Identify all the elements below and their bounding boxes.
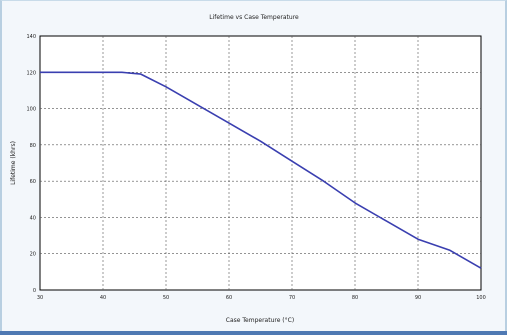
- axis-ticks: 30 40 50 60 70 80 90 100 0 20 40 60 80 100 120 140: [26, 34, 485, 301]
- y-tick-label: 60: [30, 179, 36, 185]
- x-tick-label: 70: [289, 295, 295, 301]
- y-axis-title: Lifetime (khrs): [10, 141, 17, 185]
- y-tick-label: 140: [26, 34, 36, 40]
- y-tick-label: 0: [33, 288, 36, 294]
- series-group: [40, 71, 482, 269]
- y-tick-label: 120: [26, 70, 36, 76]
- x-tick-label: 100: [476, 295, 486, 301]
- y-tick-label: 20: [30, 252, 36, 258]
- x-tick-label: 90: [415, 295, 421, 301]
- x-tick-label: 40: [100, 295, 106, 301]
- window-bottom-bar: [0, 331, 507, 335]
- x-tick-label: 50: [163, 295, 169, 301]
- plot-area: [39, 35, 482, 291]
- y-tick-label: 100: [26, 107, 36, 113]
- series-line: [40, 71, 482, 269]
- x-axis-title: Case Temperature (°C): [226, 317, 294, 324]
- y-tick-label: 40: [30, 215, 36, 221]
- grid-horizontal: [40, 71, 481, 255]
- chart-title: Lifetime vs Case Temperature: [209, 14, 299, 21]
- x-tick-label: 80: [352, 295, 358, 301]
- x-tick-label: 30: [37, 295, 43, 301]
- y-tick-label: 80: [30, 143, 36, 149]
- x-tick-label: 60: [226, 295, 232, 301]
